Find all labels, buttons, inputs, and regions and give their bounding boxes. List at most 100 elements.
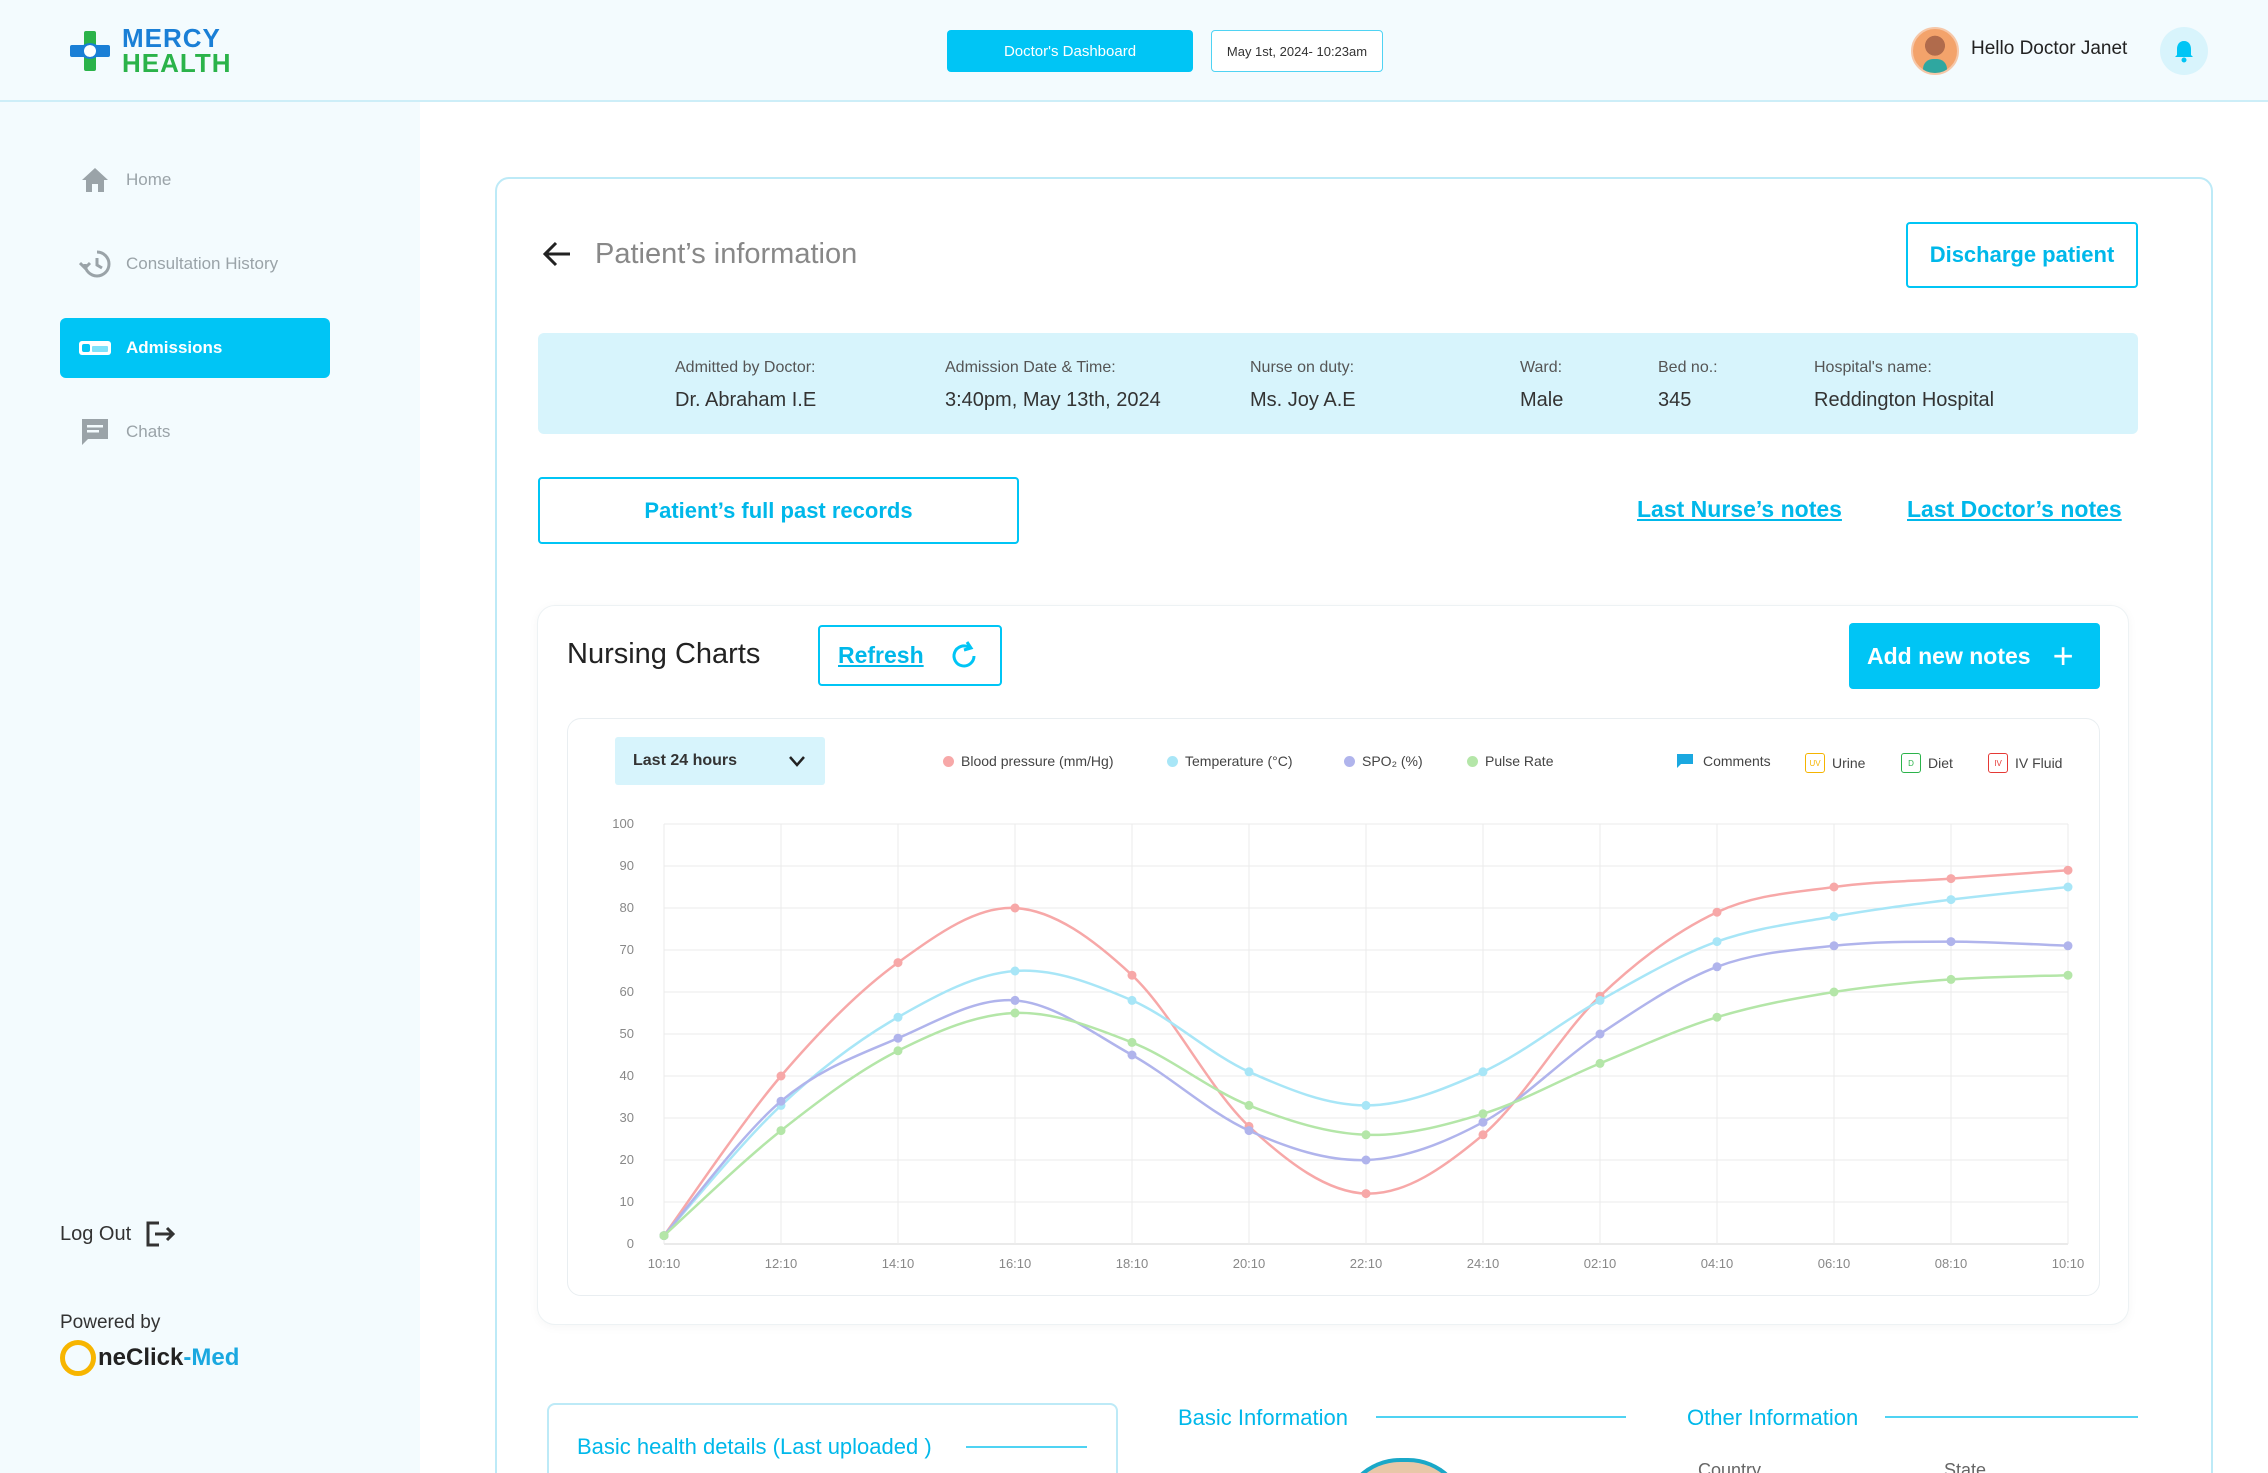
info-value: Male xyxy=(1520,389,1564,411)
data-point xyxy=(1829,911,1839,921)
info-key: Bed no.: xyxy=(1658,359,1718,376)
y-tick-label: 30 xyxy=(620,1110,634,1125)
full-past-records-button[interactable]: Patient’s full past records xyxy=(538,477,1019,544)
data-point xyxy=(1946,974,1956,984)
legend-diet[interactable]: D Diet xyxy=(1901,753,1953,773)
y-tick-label: 100 xyxy=(612,816,634,831)
logout-icon xyxy=(146,1221,176,1247)
data-point xyxy=(1595,1029,1605,1039)
y-tick-label: 10 xyxy=(620,1194,634,1209)
x-tick-label: 08:10 xyxy=(1935,1256,1968,1271)
info-key: Admission Date & Time: xyxy=(945,359,1116,376)
series-line-3 xyxy=(663,973,2069,1237)
info-value: 3:40pm, May 13th, 2024 xyxy=(945,389,1161,411)
add-notes-label: Add new notes xyxy=(1867,642,2031,669)
data-point xyxy=(2063,941,2073,951)
admission-info-band: Admitted by Doctor: Dr. Abraham I.E Admi… xyxy=(538,333,2138,434)
top-header: MERCY HEALTH Doctor's Dashboard May 1st,… xyxy=(0,0,2268,102)
info-key: Nurse on duty: xyxy=(1250,359,1355,376)
data-point xyxy=(1712,1012,1722,1022)
data-point xyxy=(1595,995,1605,1005)
data-point xyxy=(1478,1130,1488,1140)
series-line-1 xyxy=(663,885,2069,1237)
data-point xyxy=(776,1071,786,1081)
last-doctor-notes-link[interactable]: Last Doctor’s notes xyxy=(1907,496,2122,522)
data-point xyxy=(1478,1117,1488,1127)
data-point xyxy=(1829,941,1839,951)
data-point xyxy=(1829,882,1839,892)
sidebar-item-chats[interactable]: Chats xyxy=(60,402,330,462)
logout-button[interactable]: Log Out xyxy=(60,1220,177,1248)
page-title: Patient’s information xyxy=(595,238,858,270)
y-tick-label: 70 xyxy=(620,942,634,957)
data-point xyxy=(893,958,903,968)
bed-icon xyxy=(78,331,112,365)
comment-icon xyxy=(1677,754,1693,768)
y-tick-label: 0 xyxy=(627,1236,634,1251)
sidebar-item-label: Consultation History xyxy=(126,254,279,273)
legend-spo2: SPO₂ (%) xyxy=(1344,753,1423,769)
data-point xyxy=(1595,1058,1605,1068)
legend-label: Pulse Rate xyxy=(1485,753,1554,769)
data-point xyxy=(776,1126,786,1136)
x-tick-label: 04:10 xyxy=(1701,1256,1734,1271)
arrow-left-icon xyxy=(542,241,570,267)
nursing-line-chart: 0 10 20 30 40 50 60 70 80 90 100 10:10 12:10 14:10 16:… xyxy=(612,816,2085,1271)
data-point xyxy=(893,1046,903,1056)
data-point xyxy=(1712,937,1722,947)
x-tick-label: 06:10 xyxy=(1818,1256,1851,1271)
legend-label: Urine xyxy=(1832,755,1866,771)
legend-label: IV Fluid xyxy=(2015,755,2063,771)
add-new-notes-button[interactable]: Add new notes + xyxy=(1849,623,2100,689)
data-point xyxy=(1127,1037,1137,1047)
info-value: Reddington Hospital xyxy=(1814,389,1995,411)
data-point xyxy=(2063,970,2073,980)
sidebar xyxy=(0,102,420,1473)
logout-label: Log Out xyxy=(60,1222,132,1245)
refresh-button[interactable]: Refresh xyxy=(818,625,1002,686)
sidebar-item-home[interactable]: Home xyxy=(60,150,330,210)
time-range-dropdown[interactable]: Last 24 hours xyxy=(615,737,825,785)
mercy-health-logo[interactable]: MERCY HEALTH xyxy=(68,25,232,78)
info-admission-date: Admission Date & Time: 3:40pm, May 13th,… xyxy=(945,359,1161,412)
x-tick-label: 18:10 xyxy=(1116,1256,1149,1271)
oneclick-med-logo: neClick -Med xyxy=(60,1340,239,1376)
diet-icon: D xyxy=(1901,753,1921,773)
bell-icon xyxy=(2175,41,2193,63)
basic-health-details-card xyxy=(547,1403,1118,1473)
sidebar-item-label: Home xyxy=(126,170,172,189)
y-tick-label: 80 xyxy=(620,900,634,915)
data-point xyxy=(1361,1189,1371,1199)
sidebar-item-consultation-history[interactable]: Consultation History xyxy=(60,234,330,294)
data-point xyxy=(1010,995,1020,1005)
greeting: Hello Doctor Janet xyxy=(1971,38,2128,59)
brand-line-2: HEALTH xyxy=(122,48,232,78)
back-button[interactable] xyxy=(540,236,576,277)
info-bed-no: Bed no.: 345 xyxy=(1658,359,1718,412)
legend-comments[interactable]: Comments xyxy=(1676,753,1771,769)
notification-bell-button[interactable] xyxy=(2160,27,2208,75)
discharge-patient-button[interactable]: Discharge patient xyxy=(1906,222,2138,288)
x-tick-label: 10:10 xyxy=(2052,1256,2085,1271)
y-tick-label: 90 xyxy=(620,858,634,873)
data-point xyxy=(1244,1100,1254,1110)
data-point xyxy=(1127,1050,1137,1060)
legend-label: SPO₂ (%) xyxy=(1362,753,1423,769)
legend-urine[interactable]: UV Urine xyxy=(1805,753,1865,773)
data-point xyxy=(1244,1126,1254,1136)
x-tick-label: 12:10 xyxy=(765,1256,798,1271)
legend-dot xyxy=(1167,755,1178,767)
legend-iv-fluid[interactable]: IV IV Fluid xyxy=(1988,753,2062,773)
sidebar-item-admissions[interactable]: Admissions xyxy=(60,318,330,378)
oneclick-o-icon xyxy=(60,1340,96,1376)
last-nurse-notes-link[interactable]: Last Nurse’s notes xyxy=(1637,496,1842,522)
sidebar-item-label: Chats xyxy=(126,422,171,441)
doctors-dashboard-button[interactable]: Doctor's Dashboard xyxy=(947,30,1193,72)
user-avatar[interactable] xyxy=(1911,27,1959,75)
series-line-2 xyxy=(663,940,2069,1237)
home-icon xyxy=(78,163,112,197)
basic-information-title: Basic Information xyxy=(1178,1405,1348,1430)
data-point xyxy=(659,1231,669,1241)
legend-label: Blood pressure (mm/Hg) xyxy=(961,753,1114,769)
legend-blood-pressure: Blood pressure (mm/Hg) xyxy=(943,753,1114,769)
